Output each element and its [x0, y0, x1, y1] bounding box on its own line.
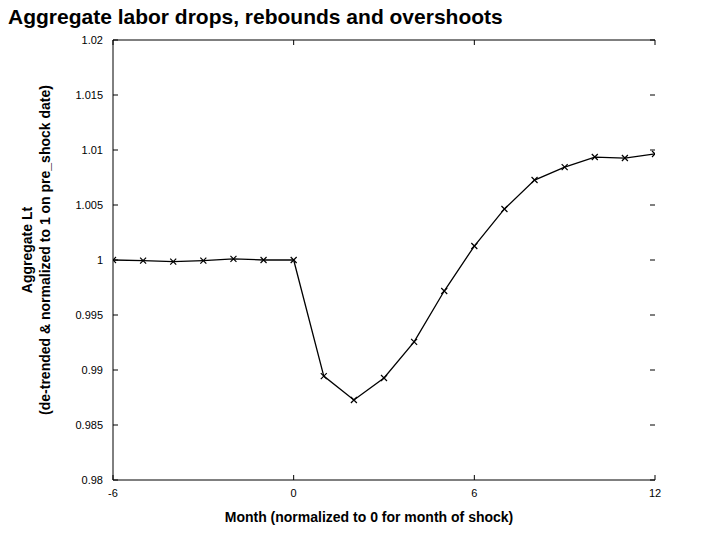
y-tick-label: 1.02	[82, 34, 103, 46]
y-axis-label: Aggregate Lt	[19, 206, 35, 293]
x-tick-label: 6	[471, 487, 477, 499]
marker	[261, 257, 267, 263]
x-tick-top	[113, 40, 114, 45]
y-tick	[113, 150, 118, 151]
marker	[622, 155, 628, 161]
x-tick-top	[655, 40, 656, 45]
marker	[441, 288, 447, 294]
x-tick-label: -6	[108, 487, 118, 499]
y-tick-label: 0.995	[75, 309, 103, 321]
x-tick	[474, 475, 475, 480]
y-tick-label: 0.98	[82, 474, 103, 486]
y-tick	[113, 95, 118, 96]
chart: Aggregate labor drops, rebounds and over…	[0, 0, 720, 540]
y-tick-right	[650, 150, 655, 151]
title: Aggregate labor drops, rebounds and over…	[8, 5, 503, 28]
marker	[501, 206, 507, 212]
x-tick	[655, 475, 656, 480]
x-axis-label: Month (normalized to 0 for month of shoc…	[225, 509, 514, 525]
y-tick	[113, 40, 118, 41]
y-tick-right	[650, 480, 655, 481]
y-tick	[113, 480, 118, 481]
marker	[411, 339, 417, 345]
marker	[471, 243, 477, 249]
marker	[351, 397, 357, 403]
marker	[113, 257, 116, 263]
marker	[592, 154, 598, 160]
x-tick	[293, 475, 294, 480]
line	[113, 154, 655, 400]
y-axis-label: (de-trended & normalized to 1 on pre_sho…	[37, 85, 53, 415]
y-tick-label: 1	[97, 254, 103, 266]
marker	[140, 258, 146, 264]
marker	[532, 177, 538, 183]
y-tick-right	[650, 370, 655, 371]
y-tick	[113, 315, 118, 316]
marker	[200, 258, 206, 264]
x-tick	[113, 475, 114, 480]
x-tick-top	[474, 40, 475, 45]
y-tick-label: 0.985	[75, 419, 103, 431]
y-tick-right	[650, 95, 655, 96]
marker	[652, 151, 655, 157]
marker	[321, 373, 327, 379]
x-tick-label: 0	[291, 487, 297, 499]
y-tick-right	[650, 260, 655, 261]
y-tick-right	[650, 205, 655, 206]
y-tick-label: 0.99	[82, 364, 103, 376]
x-tick-label: 12	[649, 487, 661, 499]
marker	[562, 164, 568, 170]
marker	[291, 257, 297, 263]
x-axis	[113, 480, 655, 481]
y-tick-label: 1.015	[75, 89, 103, 101]
marker	[381, 375, 387, 381]
y-tick	[113, 370, 118, 371]
plot-area	[113, 151, 655, 403]
y-tick-label: 1.005	[75, 199, 103, 211]
y-tick-right	[650, 315, 655, 316]
y-tick	[113, 425, 118, 426]
y-tick-right	[650, 425, 655, 426]
x-tick-top	[293, 40, 294, 45]
frame-top	[113, 40, 655, 41]
marker	[170, 259, 176, 265]
marker	[230, 256, 236, 262]
y-tick	[113, 205, 118, 206]
y-tick-right	[650, 40, 655, 41]
y-tick-label: 1.01	[82, 144, 103, 156]
